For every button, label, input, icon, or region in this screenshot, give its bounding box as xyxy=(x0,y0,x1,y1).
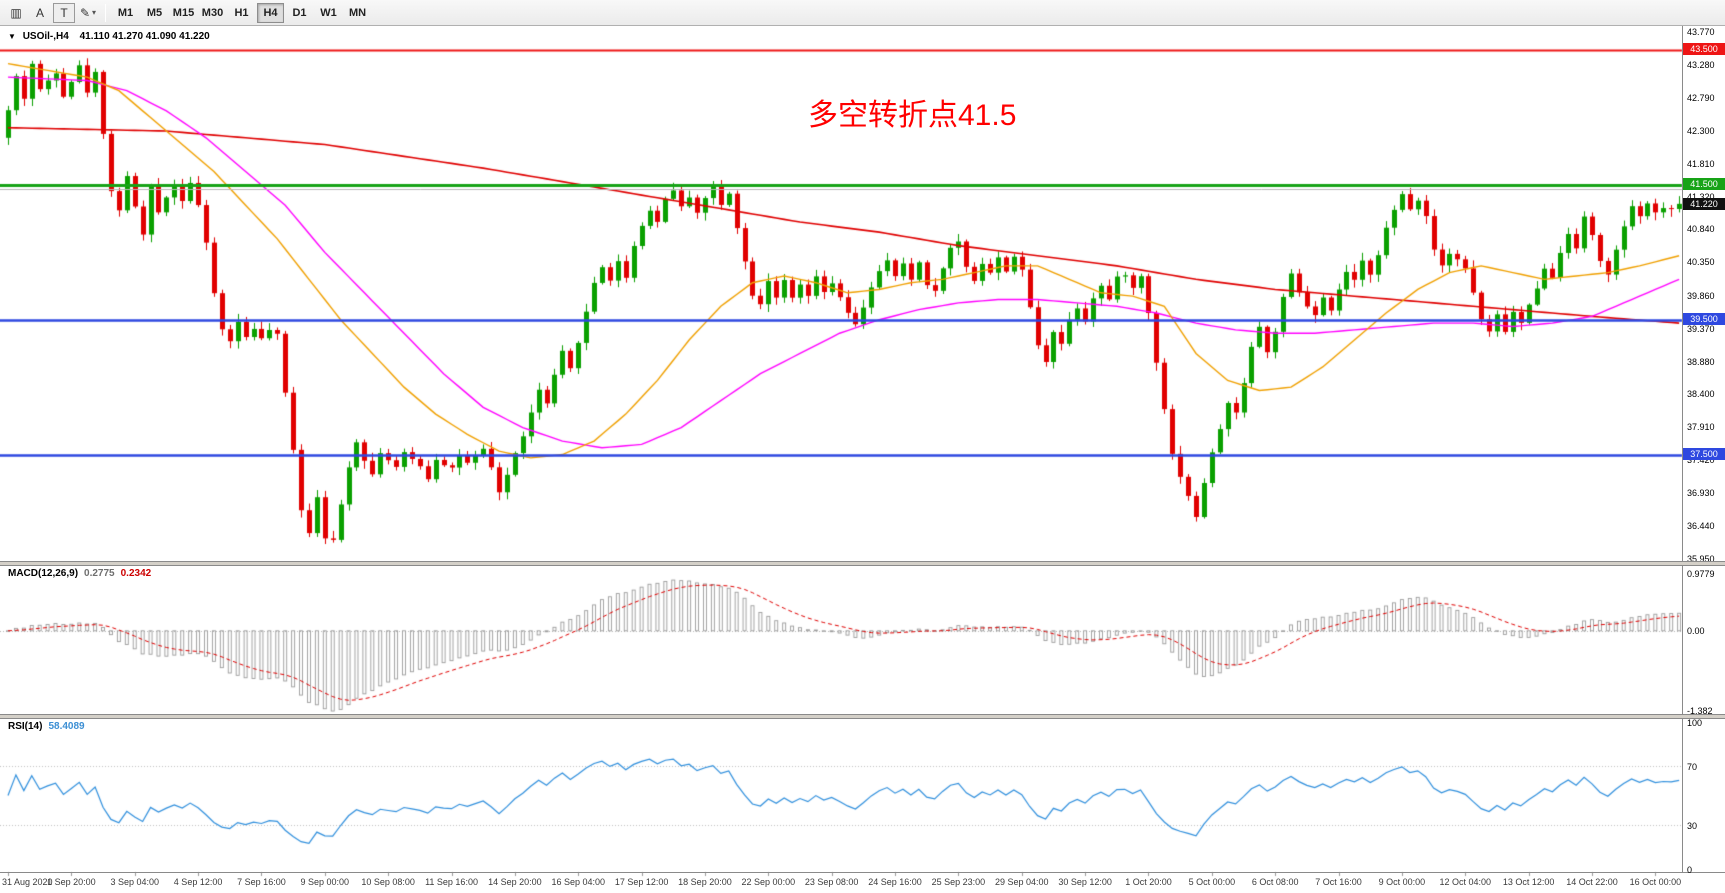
timeframe-button-m15[interactable]: M15 xyxy=(172,6,195,19)
time-axis-label: 5 Oct 00:00 xyxy=(1188,877,1236,887)
time-axis-label: 1 Oct 20:00 xyxy=(1125,877,1172,887)
toolbar: ▥ A T ✎ ▾ M1 M5 M15 M30 H1 H4 D1 W1 MN xyxy=(0,0,1725,26)
rsi-axis-label: 0 xyxy=(1687,865,1693,875)
macd-axis-label: -1.382 xyxy=(1687,706,1713,717)
collapse-arrow-icon[interactable]: ▼ xyxy=(8,32,16,41)
time-axis-label: 31 Aug 2020 xyxy=(2,877,53,887)
price-level-badge: 39.500 xyxy=(1683,312,1725,325)
text-tool-button[interactable]: T xyxy=(53,2,75,23)
panel-splitter-macd[interactable] xyxy=(0,561,1725,566)
price-axis-label: 40.350 xyxy=(1687,257,1715,268)
time-axis-label: 10 Sep 08:00 xyxy=(361,877,415,887)
price-level-badge: 41.500 xyxy=(1683,177,1725,190)
time-axis-label: 9 Oct 00:00 xyxy=(1378,877,1426,887)
timeframe-button-mn[interactable]: MN xyxy=(348,6,367,19)
time-axis-label: 4 Sep 12:00 xyxy=(173,877,223,887)
price-axis-label: 42.790 xyxy=(1687,93,1715,104)
time-axis-label: 14 Oct 22:00 xyxy=(1566,877,1618,887)
time-axis-label: 29 Sep 04:00 xyxy=(994,877,1049,887)
macd-label: MACD(12,26,9) 0.2775 0.2342 xyxy=(8,568,151,579)
timeframe-button-group: M1 M5 M15 M30 H1 H4 D1 W1 MN xyxy=(111,2,372,23)
price-axis-label: 36.440 xyxy=(1687,520,1715,531)
time-axis-label: 11 Sep 16:00 xyxy=(425,877,478,887)
time-axis-label: 12 Oct 04:00 xyxy=(1439,877,1492,887)
price-axis-label: 40.840 xyxy=(1687,224,1715,235)
price-axis-label: 37.910 xyxy=(1687,421,1715,432)
time-axis-label: 3 Sep 04:00 xyxy=(110,877,159,887)
price-axis-label: 37.420 xyxy=(1687,454,1715,465)
rsi-value: 58.4089 xyxy=(48,721,85,732)
time-axis-label: 7 Oct 16:00 xyxy=(1315,877,1362,887)
price-axis-label: 43.280 xyxy=(1687,60,1715,71)
chart-title: ▼ USOil-,H4 41.110 41.270 41.090 41.220 xyxy=(8,31,210,42)
time-axis-label: 6 Oct 08:00 xyxy=(1251,877,1299,887)
timeframe-button-w1[interactable]: W1 xyxy=(320,6,337,19)
price-axis-label: 38.400 xyxy=(1687,388,1715,399)
time-axis-label: 17 Sep 12:00 xyxy=(614,877,669,887)
time-axis-label: 18 Sep 20:00 xyxy=(678,877,732,887)
price-axis-label: 42.300 xyxy=(1687,126,1715,137)
macd-signal-value: 0.2342 xyxy=(120,568,152,579)
price-axis-label: 35.950 xyxy=(1687,554,1715,564)
time-axis-label: 14 Sep 20:00 xyxy=(488,877,542,887)
time-axis-label: 25 Sep 23:00 xyxy=(931,877,986,887)
time-axis-label: 7 Sep 16:00 xyxy=(237,877,286,887)
time-axis-label: 1 Sep 20:00 xyxy=(47,877,96,887)
time-axis-label: 23 Sep 08:00 xyxy=(804,877,859,887)
time-axis-label: 13 Oct 12:00 xyxy=(1502,877,1555,887)
macd-name: MACD(12,26,9) xyxy=(8,568,79,579)
timeframe-button-h1[interactable]: H1 xyxy=(234,6,249,19)
rsi-axis-label: 100 xyxy=(1687,718,1703,728)
price-axis-label: 41.320 xyxy=(1687,192,1715,202)
rsi-axis-label: 30 xyxy=(1687,820,1698,831)
time-axis-label: 30 Sep 12:00 xyxy=(1058,877,1112,887)
time-axis-label: 9 Sep 00:00 xyxy=(300,877,350,887)
price-axis-label: 39.860 xyxy=(1687,290,1715,301)
price-axis-border xyxy=(1682,26,1683,872)
price-axis-label: 38.880 xyxy=(1687,356,1715,367)
timeframe-button-m30[interactable]: M30 xyxy=(201,6,224,19)
rsi-name: RSI(14) xyxy=(8,721,43,732)
price-level-badge: 43.500 xyxy=(1683,43,1725,56)
macd-axis-label: 0.9779 xyxy=(1687,569,1715,580)
time-axis-label: 22 Sep 00:00 xyxy=(741,877,796,887)
symbol-label: USOil-,H4 xyxy=(22,31,69,42)
timeframe-button-h4[interactable]: H4 xyxy=(257,2,284,23)
panel-splitter-rsi[interactable] xyxy=(0,714,1725,719)
macd-axis-label: 0.00 xyxy=(1687,625,1705,636)
timeframe-button-d1[interactable]: D1 xyxy=(292,6,307,19)
price-axis-label: 41.810 xyxy=(1687,159,1715,170)
ohlc-values: 41.110 41.270 41.090 41.220 xyxy=(79,31,210,42)
chart-annotation: 多空转折点41.5 xyxy=(808,99,1017,132)
rsi-axis-label: 70 xyxy=(1687,762,1698,773)
current-price-badge: 41.220 xyxy=(1683,197,1725,210)
timeframe-button-m5[interactable]: M5 xyxy=(146,6,163,19)
chart-list-icon[interactable]: ▥ xyxy=(10,5,22,20)
toolbar-separator xyxy=(105,3,106,22)
rsi-label: RSI(14) 58.4089 xyxy=(8,721,85,732)
price-axis-label: 39.370 xyxy=(1687,323,1715,334)
chevron-down-icon: ▾ xyxy=(92,8,97,17)
draw-tool-dropdown[interactable]: ✎ ▾ xyxy=(77,3,99,23)
time-axis-label: 16 Oct 00:00 xyxy=(1629,877,1682,887)
text-label-button[interactable]: A xyxy=(35,5,44,20)
price-level-badge: 37.500 xyxy=(1683,447,1725,460)
macd-main-value: 0.2775 xyxy=(84,568,115,579)
time-axis-border xyxy=(0,872,1725,873)
price-axis-label: 36.930 xyxy=(1687,487,1715,498)
timeframe-button-m1[interactable]: M1 xyxy=(117,6,134,19)
pencil-icon: ✎ xyxy=(79,5,91,20)
time-axis-label: 16 Sep 04:00 xyxy=(551,877,606,887)
price-axis-label: 43.770 xyxy=(1687,27,1715,37)
time-axis-label: 24 Sep 16:00 xyxy=(868,877,922,887)
